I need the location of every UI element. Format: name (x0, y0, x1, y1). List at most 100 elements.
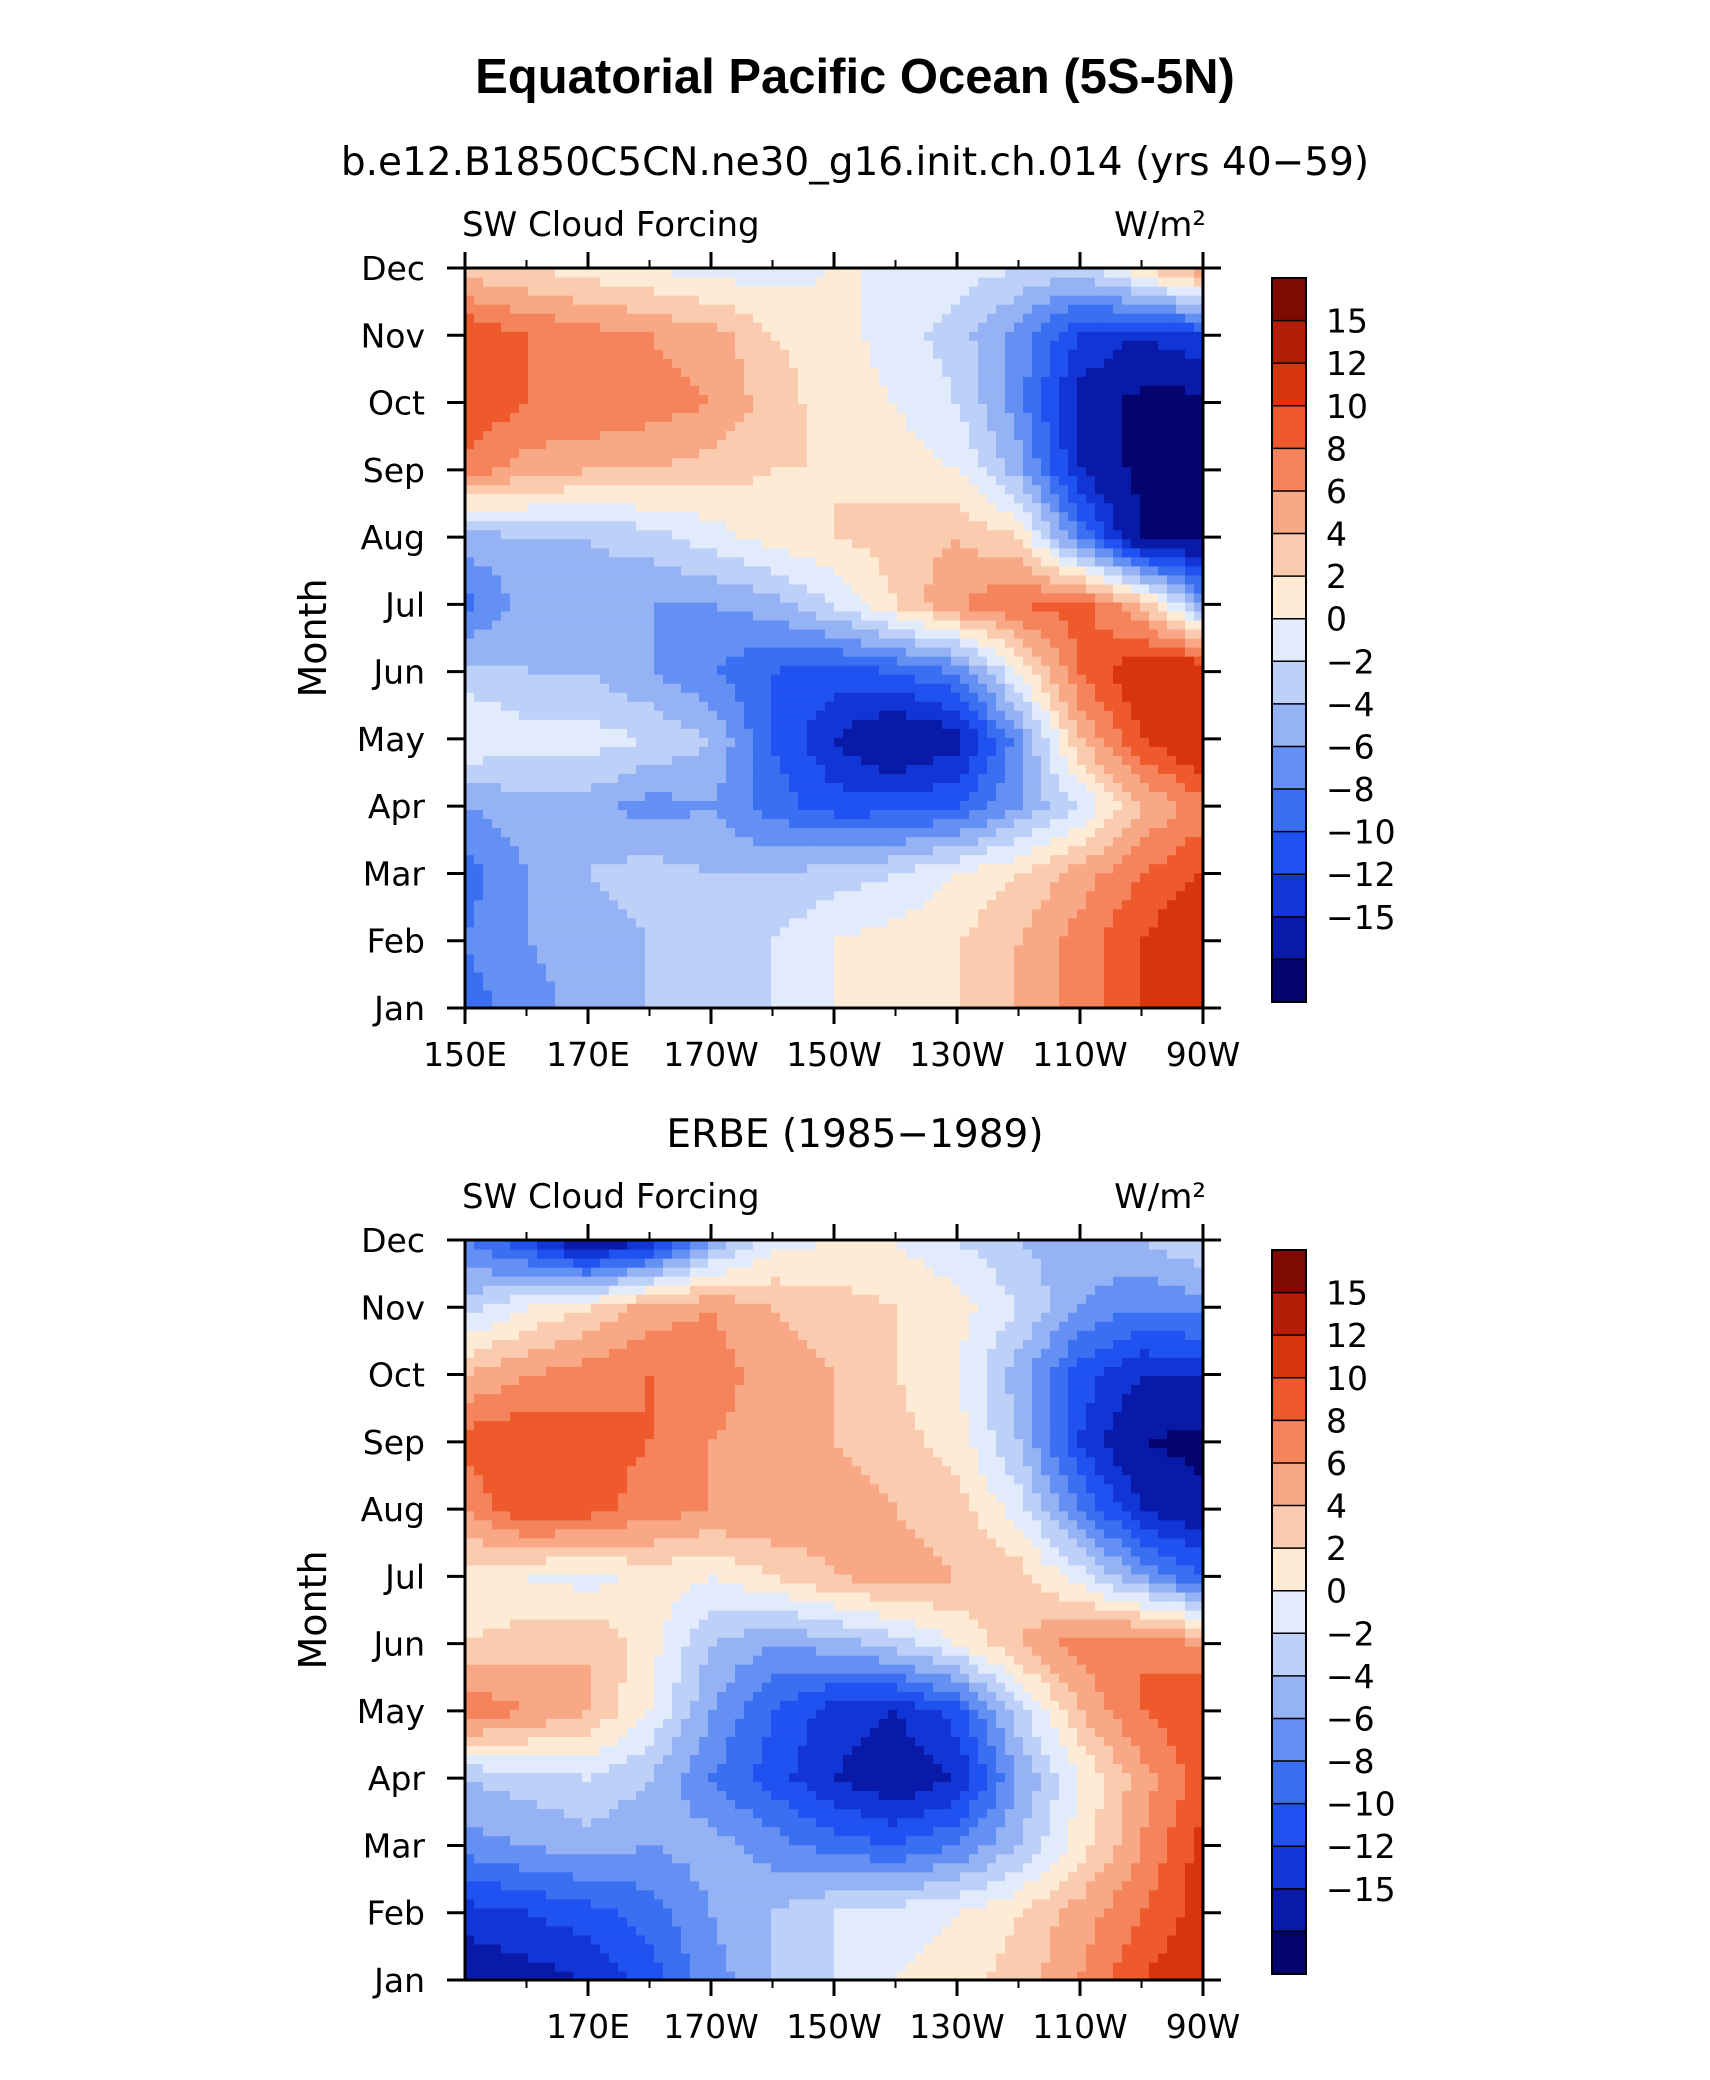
contour-cell (780, 998, 790, 1008)
contour-cell (843, 728, 853, 738)
contour-cell (942, 989, 952, 1000)
contour-cell (861, 674, 871, 684)
contour-cell (879, 899, 889, 910)
contour-cell (798, 809, 808, 820)
contour-cell (1158, 547, 1168, 558)
contour-cell (1104, 556, 1114, 567)
contour-cell (663, 935, 673, 946)
contour-cell (1077, 484, 1087, 495)
contour-cell (474, 989, 484, 1000)
contour-cell (519, 511, 529, 522)
contour-cell (555, 457, 565, 468)
contour-cell (600, 692, 610, 702)
contour-cell (555, 475, 565, 486)
contour-cell (519, 917, 529, 928)
contour-cell (1086, 628, 1096, 639)
contour-cell (1194, 484, 1203, 495)
contour-cell (600, 935, 610, 946)
contour-cell (690, 827, 700, 838)
contour-cell (789, 836, 799, 847)
contour-cell (564, 601, 574, 612)
contour-cell (879, 773, 889, 783)
contour-cell (528, 610, 538, 621)
contour-cell (807, 827, 817, 838)
contour-cell (519, 502, 529, 513)
contour-cell (1149, 872, 1159, 883)
contour-cell (609, 854, 619, 865)
contour-cell (789, 737, 799, 747)
contour-cell (1032, 466, 1042, 477)
contour-cell (870, 529, 880, 540)
contour-cell (465, 601, 475, 612)
contour-cell (546, 565, 556, 576)
contour-cell (600, 574, 610, 585)
contour-cell (1005, 917, 1015, 928)
contour-cell (978, 502, 988, 513)
contour-cell (744, 556, 754, 567)
contour-cell (537, 520, 547, 531)
contour-cell (996, 890, 1006, 901)
contour-cell (1122, 656, 1132, 666)
contour-cell (1050, 628, 1060, 639)
contour-cell (1050, 511, 1060, 522)
contour-cell (969, 872, 979, 883)
contour-cell (1086, 647, 1096, 657)
contour-cell (1068, 583, 1078, 594)
contour-cell (933, 619, 943, 630)
contour-cell (1140, 556, 1150, 567)
contour-cell (762, 980, 772, 991)
contour-cell (546, 493, 556, 504)
contour-cell (1059, 935, 1069, 946)
contour-cell (906, 917, 916, 928)
contour-cell (1140, 674, 1150, 684)
contour-cell (1167, 511, 1177, 522)
contour-cell (627, 556, 637, 567)
contour-cell (852, 710, 862, 720)
contour-cell (744, 665, 754, 675)
contour-cell (816, 583, 826, 594)
contour-cell (906, 638, 916, 648)
contour-cell (1140, 565, 1150, 576)
contour-cell (690, 953, 700, 964)
contour-cell (744, 701, 754, 711)
contour-cell (474, 719, 484, 729)
contour-cell (681, 547, 691, 558)
contour-cell (726, 475, 736, 486)
contour-cell (1158, 638, 1168, 648)
contour-cell (1086, 746, 1096, 756)
contour-cell (816, 529, 826, 540)
contour-cell (1176, 998, 1186, 1008)
contour-cell (600, 719, 610, 729)
contour-cell (1023, 809, 1033, 820)
contour-cell (1077, 520, 1087, 531)
contour-cell (582, 782, 592, 793)
contour-cell (1041, 665, 1051, 675)
contour-cell (555, 647, 565, 657)
contour-cell (771, 980, 781, 991)
contour-cell (762, 755, 772, 765)
contour-cell (528, 674, 538, 684)
contour-cell (1176, 926, 1186, 937)
contour-cell (1194, 466, 1203, 477)
contour-cell (861, 728, 871, 738)
contour-cell (942, 538, 952, 549)
contour-cell (618, 827, 628, 838)
contour-cell (591, 511, 601, 522)
contour-cell (582, 647, 592, 657)
contour-cell (690, 908, 700, 919)
contour-cell (537, 457, 547, 468)
contour-cell (1158, 484, 1168, 495)
contour-cell (681, 701, 691, 711)
contour-cell (1041, 773, 1051, 783)
contour-cell (1086, 908, 1096, 919)
contour-cell (870, 791, 880, 802)
contour-cell (1023, 493, 1033, 504)
contour-cell (1050, 863, 1060, 874)
contour-cell (915, 656, 925, 666)
contour-cell (1050, 583, 1060, 594)
contour-cell (1104, 457, 1114, 468)
contour-cell (816, 728, 826, 738)
contour-cell (762, 619, 772, 630)
contour-cell (1077, 890, 1087, 901)
contour-cell (663, 962, 673, 973)
